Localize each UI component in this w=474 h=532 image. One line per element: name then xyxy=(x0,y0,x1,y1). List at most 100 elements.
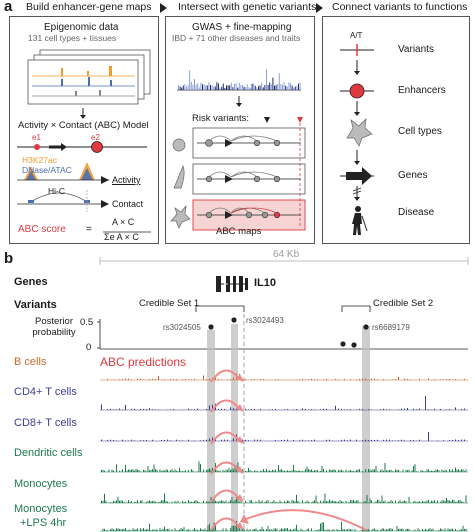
signal-peak xyxy=(329,499,330,503)
signal-peak xyxy=(200,440,201,441)
signal-peak xyxy=(246,502,248,503)
signal-peak xyxy=(102,528,104,531)
signal-peak xyxy=(161,500,162,503)
signal-peak xyxy=(159,528,161,531)
signal-peak xyxy=(335,378,336,380)
signal-peak xyxy=(294,501,296,503)
signal-peak xyxy=(170,409,171,410)
manhattan-bar xyxy=(274,85,275,90)
signal-peak xyxy=(269,470,270,472)
signal-peak xyxy=(153,500,155,503)
signal-peak xyxy=(323,500,324,503)
hic-label: Hi-C xyxy=(48,186,65,196)
signal-peak xyxy=(284,470,285,472)
track-label-cd8: CD8+ T cells xyxy=(14,417,77,429)
signal-peak xyxy=(417,471,419,472)
signal-peak xyxy=(287,409,288,410)
signal-peak xyxy=(188,439,189,441)
signal-peak xyxy=(162,528,164,531)
signal-peak xyxy=(401,528,402,531)
signal-peak xyxy=(219,470,221,472)
signal-peak xyxy=(239,501,240,503)
signal-peak xyxy=(224,439,225,441)
signal-peak xyxy=(371,500,372,503)
signal-peak xyxy=(407,528,408,531)
signal-peak xyxy=(125,405,126,410)
manhattan-bar xyxy=(195,84,197,90)
signal-peak xyxy=(122,529,123,531)
signal-peak xyxy=(377,529,378,531)
abc-predictions-label: ABC predictions xyxy=(100,355,187,369)
manhattan-bar xyxy=(240,85,242,90)
signal-peak xyxy=(203,375,204,380)
signal-peak xyxy=(455,528,456,531)
manhattan-bar xyxy=(187,84,189,90)
manhattan-bar xyxy=(197,83,199,90)
signal-peak xyxy=(261,500,263,503)
gene-arrow-head xyxy=(362,167,372,185)
signal-peak xyxy=(347,440,348,441)
signal-peak xyxy=(134,529,135,531)
signal-peak xyxy=(398,528,399,531)
signal-peak xyxy=(207,525,209,531)
pp-dot-rs6689179 xyxy=(363,324,369,330)
signal-peak xyxy=(120,471,122,472)
h3k27ac-label: H3K27ac xyxy=(22,155,57,165)
signal-peak xyxy=(206,501,207,503)
signal-peak xyxy=(257,471,258,472)
manhattan-bar xyxy=(184,84,186,90)
signal-peak xyxy=(231,526,233,531)
signal-peak xyxy=(150,530,152,531)
signal-peak xyxy=(432,528,434,531)
signal-peak xyxy=(305,440,306,441)
manhattan-bar xyxy=(278,73,280,90)
signal-peak xyxy=(209,379,210,380)
signal-peak xyxy=(392,471,393,472)
signal-peak xyxy=(105,500,107,503)
signal-peak xyxy=(296,379,297,380)
signal-peak xyxy=(326,501,327,503)
signal-peak xyxy=(206,409,207,410)
manhattan-bar xyxy=(203,84,205,90)
panel-b-label: b xyxy=(4,250,14,267)
signal-peak xyxy=(381,528,383,531)
signal-peak xyxy=(153,464,155,472)
epigenomic-subtitle: 131 cell types + tissues xyxy=(28,33,117,43)
signal-peak xyxy=(374,439,375,441)
il10-gene-model xyxy=(216,276,248,292)
signal-peak xyxy=(176,470,177,472)
signal-peak xyxy=(461,529,462,531)
signal-peak xyxy=(347,529,348,531)
signal-peak xyxy=(449,500,450,503)
signal-peak xyxy=(222,500,224,503)
signal-peak xyxy=(344,529,345,531)
signal-peak xyxy=(272,409,273,410)
signal-peak xyxy=(288,529,290,531)
signal-peak xyxy=(308,501,309,503)
connect-genes-label: Genes xyxy=(398,170,428,181)
signal-peak xyxy=(419,408,420,410)
signal-peak xyxy=(416,471,417,472)
signal-peak xyxy=(431,500,432,503)
signal-peak xyxy=(182,409,183,410)
signal-peak xyxy=(285,471,287,472)
signal-peak xyxy=(405,500,407,503)
signal-peak xyxy=(437,500,438,503)
dnase-label: DNase/ATAC xyxy=(22,165,72,175)
signal-peak xyxy=(449,469,450,472)
signal-peak xyxy=(428,500,429,503)
signal-peak xyxy=(252,471,254,472)
signal-peak xyxy=(359,408,360,410)
signal-peak xyxy=(213,497,215,503)
signal-peak xyxy=(122,439,123,441)
signal-peak xyxy=(326,408,327,410)
il10-gene-label: IL10 xyxy=(254,277,277,289)
signal-peak xyxy=(249,469,251,472)
manhattan-bar xyxy=(251,83,253,90)
signal-peak xyxy=(419,530,420,531)
signal-peak xyxy=(416,502,417,503)
signal-peak xyxy=(282,470,284,472)
signal-peak xyxy=(395,500,396,503)
signal-peak xyxy=(215,377,216,380)
manhattan-bar xyxy=(218,83,219,90)
